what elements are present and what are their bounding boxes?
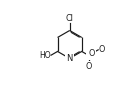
Text: Cl: Cl xyxy=(66,14,73,23)
Text: O: O xyxy=(99,45,105,54)
Text: HO: HO xyxy=(39,51,51,60)
Text: O: O xyxy=(85,62,92,71)
Text: N: N xyxy=(67,54,73,63)
Text: O: O xyxy=(88,49,94,58)
